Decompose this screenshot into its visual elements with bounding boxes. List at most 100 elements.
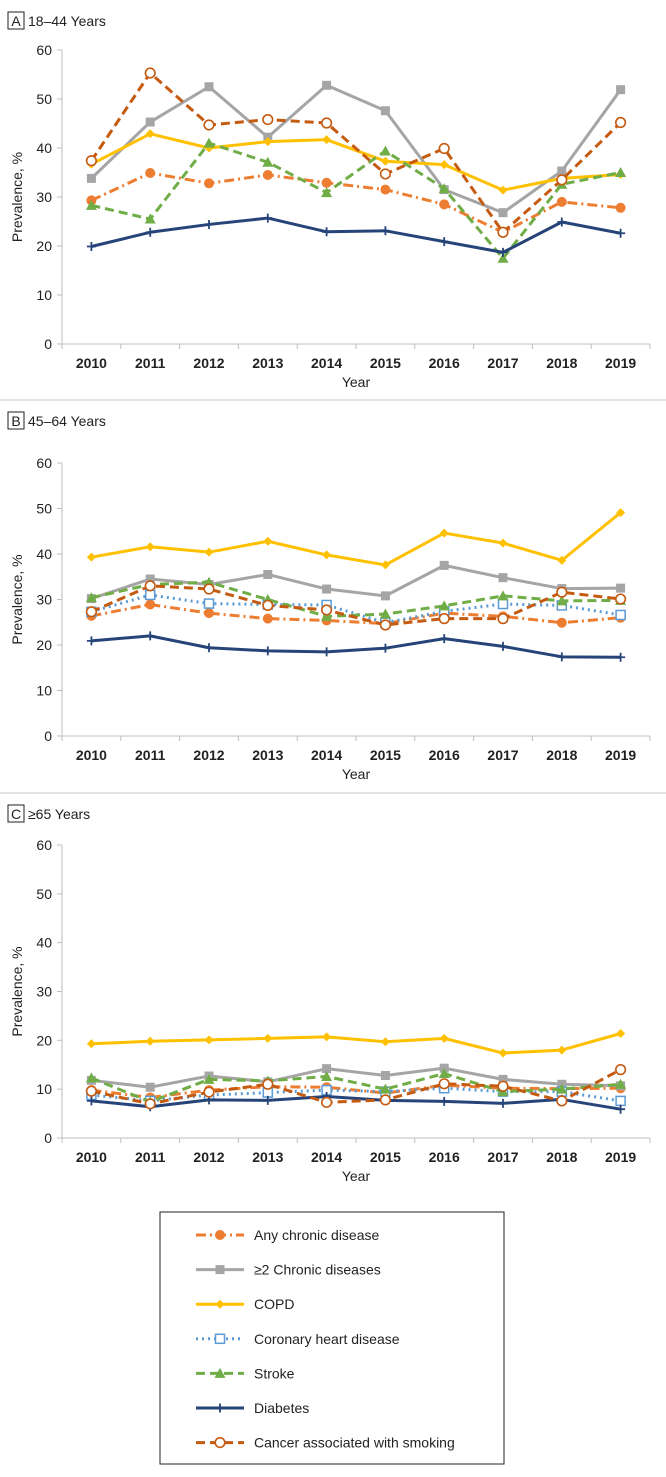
data-point-stroke xyxy=(321,187,333,198)
panel-letter-box xyxy=(7,11,25,30)
data-point-chd xyxy=(144,589,156,601)
data-point-stroke xyxy=(85,592,97,603)
x-tick-label: 2016 xyxy=(429,747,460,763)
x-tick-label: 2013 xyxy=(252,747,283,763)
y-tick-label: 10 xyxy=(36,287,52,303)
x-axis-label: Year xyxy=(342,1168,371,1184)
data-point-any xyxy=(145,599,156,610)
x-tick-label: 2016 xyxy=(429,1149,460,1165)
data-point-cancer xyxy=(614,1064,627,1076)
series-diabetes xyxy=(86,213,626,257)
data-point-two xyxy=(616,85,626,95)
y-tick-label: 20 xyxy=(36,1032,52,1048)
y-tick-label: 10 xyxy=(36,1081,52,1097)
data-point-cancer xyxy=(321,604,333,616)
data-point-stroke xyxy=(556,595,568,606)
x-tick-label: 2015 xyxy=(370,747,401,763)
y-axis-label: Prevalence, % xyxy=(9,554,25,644)
data-point-copd xyxy=(616,508,626,518)
data-point-any xyxy=(556,196,567,207)
data-point-cancer xyxy=(438,613,450,625)
legend-label: ≥2 Chronic diseases xyxy=(254,1262,381,1278)
series-line-two xyxy=(91,1066,621,1089)
x-tick-label: 2018 xyxy=(546,1149,577,1165)
data-point-diabetes xyxy=(263,213,273,223)
legend-item-any: Any chronic disease xyxy=(196,1227,380,1243)
data-point-copd xyxy=(86,552,96,562)
data-point-two xyxy=(145,117,155,127)
y-axis-label: Prevalence, % xyxy=(9,152,25,242)
data-point-any xyxy=(556,617,567,628)
y-tick-label: 0 xyxy=(44,728,52,744)
data-point-stroke xyxy=(497,252,509,263)
data-point-two xyxy=(86,173,96,183)
data-point-diabetes xyxy=(380,226,390,236)
x-tick-label: 2015 xyxy=(370,1149,401,1165)
data-point-copd xyxy=(439,160,449,170)
legend-item-chd: Coronary heart disease xyxy=(196,1331,400,1347)
data-point-cancer xyxy=(85,1085,97,1097)
data-point-copd xyxy=(439,1033,449,1043)
x-tick-label: 2015 xyxy=(370,355,401,371)
data-point-copd xyxy=(616,1028,626,1038)
data-point-diabetes xyxy=(557,652,567,662)
y-tick-label: 50 xyxy=(36,91,52,107)
x-tick-label: 2011 xyxy=(135,1149,166,1165)
legend-swatch-marker xyxy=(214,1367,226,1378)
x-tick-label: 2010 xyxy=(76,747,107,763)
panel-title: ≥65 Years xyxy=(28,806,90,822)
x-tick-label: 2017 xyxy=(487,747,518,763)
series-two xyxy=(86,80,626,218)
data-point-chd xyxy=(615,609,626,621)
y-tick-label: 30 xyxy=(36,984,52,1000)
data-point-copd xyxy=(380,560,390,570)
data-point-copd xyxy=(322,135,332,145)
legend-swatch-marker xyxy=(215,1230,225,1240)
data-point-copd xyxy=(145,129,155,139)
data-point-diabetes xyxy=(86,1096,96,1106)
data-point-stroke xyxy=(438,183,450,194)
data-point-cancer xyxy=(379,168,392,180)
data-point-two xyxy=(204,82,214,92)
series-line-stroke xyxy=(91,580,621,618)
series-line-cancer xyxy=(90,71,622,234)
x-tick-label: 2017 xyxy=(487,355,518,371)
panel-letter-box xyxy=(7,804,25,823)
data-point-stroke xyxy=(321,1070,333,1081)
data-point-chd xyxy=(615,1095,626,1107)
legend-item-cancer: Cancer associated with smoking xyxy=(196,1435,455,1451)
data-point-stroke xyxy=(85,1072,97,1083)
data-point-cancer xyxy=(497,1080,509,1092)
series-diabetes xyxy=(86,1091,626,1114)
panel-letter: C xyxy=(11,806,21,822)
legend-item-stroke: Stroke xyxy=(196,1365,295,1381)
chart-panel-b: B 45–64 Years 0 10 20 30 40 50 60 2010 2011 2012 201… xyxy=(7,411,651,782)
legend-item-diabetes: Diabetes xyxy=(196,1400,309,1416)
data-point-any xyxy=(204,608,214,619)
data-point-stroke xyxy=(615,167,627,177)
x-axis-label: Year xyxy=(342,374,371,390)
data-point-diabetes xyxy=(322,647,332,657)
data-point-two xyxy=(616,583,626,593)
data-point-diabetes xyxy=(380,643,390,653)
legend-label: Cancer associated with smoking xyxy=(254,1435,455,1451)
data-point-two xyxy=(439,560,449,570)
series-line-cancer xyxy=(91,1068,622,1106)
x-tick-label: 2018 xyxy=(546,355,577,371)
y-tick-label: 20 xyxy=(36,238,52,254)
data-point-any xyxy=(380,184,391,195)
data-point-any xyxy=(262,169,273,180)
data-point-two xyxy=(263,569,273,579)
series-line-any xyxy=(91,603,621,626)
data-point-diabetes xyxy=(263,646,273,656)
data-point-stroke xyxy=(203,137,215,148)
x-tick-label: 2017 xyxy=(487,1149,518,1165)
series-stroke xyxy=(85,137,627,263)
legend-swatch-marker xyxy=(214,1436,226,1449)
series-copd xyxy=(86,1028,626,1058)
y-tick-label: 40 xyxy=(36,546,52,562)
data-point-diabetes xyxy=(498,641,508,651)
series-line-stroke xyxy=(90,1072,621,1104)
data-point-cancer xyxy=(497,613,509,625)
